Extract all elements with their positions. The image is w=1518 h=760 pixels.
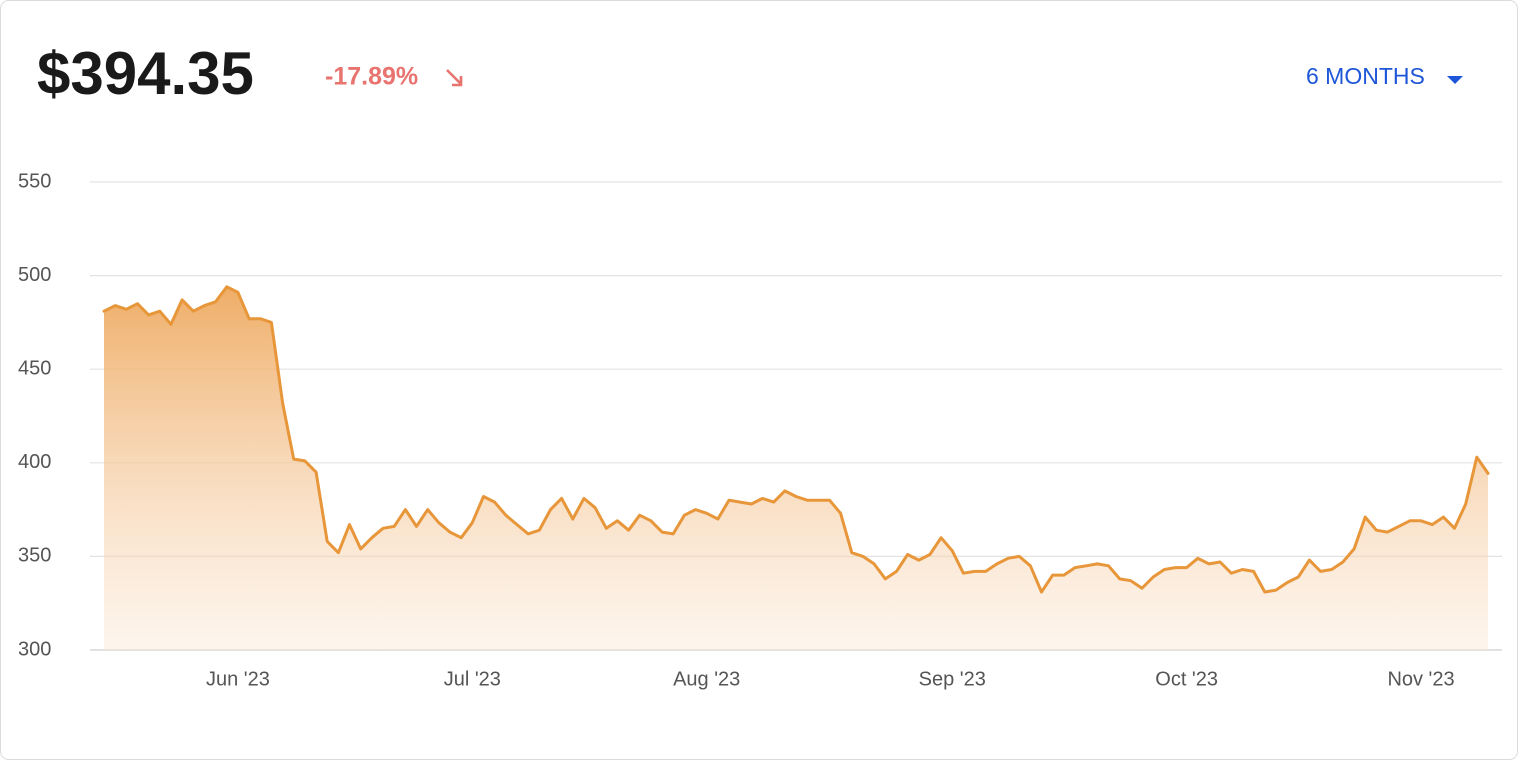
x-tick-label: Sep '23 (919, 668, 986, 690)
y-tick-label: 550 (18, 170, 51, 192)
x-tick-label: Aug '23 (673, 668, 740, 690)
x-tick-label: Oct '23 (1155, 668, 1218, 690)
y-tick-label: 500 (18, 264, 51, 286)
x-tick-label: Jul '23 (444, 668, 501, 690)
price: $394.35 (37, 40, 254, 107)
down-arrow (446, 69, 463, 87)
dropdown-caret[interactable] (1447, 76, 1463, 84)
y-tick-label: 350 (18, 545, 51, 567)
x-tick-label: Nov '23 (1387, 668, 1454, 690)
range-selector[interactable]: 6 MONTHS (1306, 63, 1463, 89)
y-tick-label: 400 (18, 451, 51, 473)
y-tick-label: 450 (18, 357, 51, 379)
area-fill (104, 286, 1488, 650)
price-line (102, 285, 1490, 594)
change: -17.89% (325, 63, 418, 91)
range-label[interactable]: 6 MONTHS (1306, 63, 1425, 89)
x-tick-label: Jun '23 (206, 668, 270, 690)
y-tick-label: 300 (18, 638, 51, 660)
